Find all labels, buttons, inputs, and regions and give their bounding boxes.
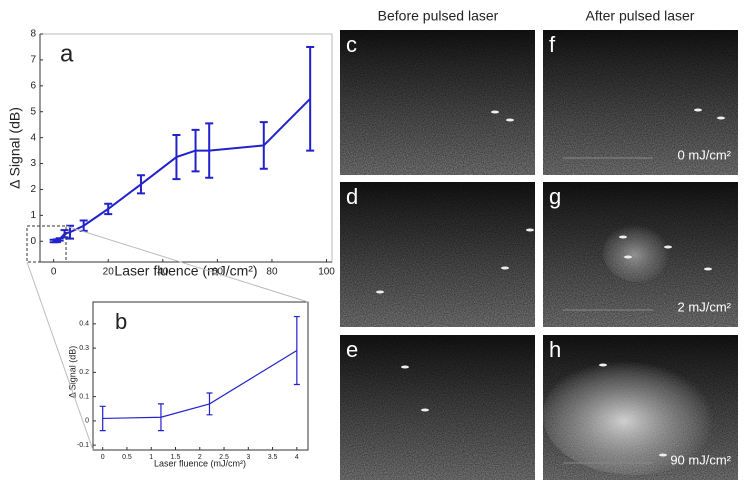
y-tick-label: 0.4 — [79, 321, 89, 328]
error-bar — [136, 174, 145, 195]
x-tick-label: 2 — [198, 454, 202, 461]
chart: 0 20 40 60 80 100 0 1 2 3 4 5 6 7 8 Laser fluence (mJ/c… — [7, 29, 336, 279]
y-tick-label: 1 — [30, 210, 36, 221]
x-tick-label: 0 — [51, 267, 57, 278]
x-tick-label: 3.5 — [268, 454, 278, 461]
y-axis-label: Δ Signal (dB) — [67, 346, 77, 399]
fluence-label: 2 mJ/cm² — [678, 299, 732, 314]
error-bar — [191, 128, 200, 173]
x-tick-label: 3 — [246, 454, 250, 461]
x-tick-label: 80 — [266, 267, 278, 278]
y-tick-label: 7 — [30, 55, 36, 66]
speckle — [624, 255, 632, 259]
y-tick-label: 0.1 — [79, 393, 89, 400]
data-line — [53, 98, 311, 243]
x-tick-label: 1 — [149, 454, 153, 461]
y-tick-label: 2 — [30, 184, 36, 195]
y-axis-label: Δ Signal (dB) — [7, 107, 23, 189]
speckle — [659, 453, 667, 457]
ultrasound-image: g 2 mJ/cm² — [543, 182, 738, 327]
speckle — [664, 245, 672, 249]
bubble-cloud — [603, 222, 673, 282]
image-shade — [340, 182, 535, 327]
ultrasound-image: d — [340, 182, 535, 327]
panel-label: g — [549, 184, 561, 209]
y-tick-label: 6 — [30, 80, 36, 91]
image-shade — [340, 30, 535, 175]
y-tick-label: -0.1 — [77, 442, 89, 449]
y-tick-label: 0 — [30, 236, 36, 247]
ultrasound-image: f 0 mJ/cm² — [543, 30, 738, 175]
panel-label: a — [60, 40, 74, 67]
bubble-cloud — [543, 355, 723, 475]
column-title: After pulsed laser — [586, 8, 695, 24]
speckle — [421, 408, 429, 412]
y-tick-label: 0.3 — [79, 345, 89, 352]
chart: 0 0.5 1 1.5 2 2.5 3 3.5 4 -0.1 0 0.1 0.2 0.3 0.4 Laser … — [67, 301, 309, 468]
ultrasound-image: e — [340, 335, 535, 480]
panel-label: h — [549, 337, 561, 362]
y-tick-label: 3 — [30, 158, 36, 169]
speckle — [694, 108, 702, 112]
error-bar — [259, 121, 268, 170]
speckle — [704, 267, 712, 271]
x-tick-label: 20 — [103, 267, 115, 278]
fluence-label: 0 mJ/cm² — [678, 147, 732, 162]
x-tick-label: 0.5 — [122, 454, 132, 461]
speckle — [619, 235, 627, 239]
x-axis-label: Laser fluence (mJ/cm²) — [154, 458, 246, 468]
x-tick-label: 1.5 — [171, 454, 181, 461]
speckle — [526, 228, 534, 232]
speckle — [506, 118, 514, 122]
panel-label: b — [115, 309, 127, 334]
image-shade — [543, 30, 738, 175]
y-tick-label: 8 — [30, 29, 36, 40]
error-bar — [60, 229, 69, 239]
error-bar — [99, 405, 106, 432]
speckle — [599, 363, 607, 367]
image-shade — [340, 335, 535, 480]
error-bar — [293, 315, 300, 386]
panel-label: c — [346, 32, 357, 57]
y-tick-label: 4 — [30, 132, 36, 143]
speckle — [717, 116, 725, 120]
zoom-connector — [65, 225, 309, 303]
zoom-connector — [26, 261, 94, 451]
error-bar — [306, 45, 315, 152]
speckle — [401, 365, 409, 369]
ultrasound-image: c — [340, 30, 535, 175]
x-tick-label: 40 — [157, 267, 169, 278]
y-tick-label: 5 — [30, 106, 36, 117]
error-bar — [206, 392, 213, 416]
y-tick-label: 0 — [85, 418, 89, 425]
x-tick-label: 100 — [318, 267, 335, 278]
y-tick-label: 0.2 — [79, 369, 89, 376]
panel-label: d — [346, 184, 358, 209]
speckle — [491, 110, 499, 114]
error-bar — [104, 202, 113, 216]
error-bar — [157, 403, 164, 432]
panel-label: f — [549, 32, 556, 57]
x-tick-label: 4 — [295, 454, 299, 461]
error-bar — [79, 219, 88, 232]
error-bar — [205, 122, 214, 179]
column-title: Before pulsed laser — [378, 8, 499, 24]
x-tick-label: 2.5 — [219, 454, 229, 461]
panel-label: e — [346, 337, 358, 362]
x-axis-label: Laser fluence (mJ/cm²) — [114, 263, 257, 279]
zoom-box — [26, 225, 67, 263]
error-bar — [172, 134, 181, 181]
x-tick-label: 60 — [212, 267, 224, 278]
fluence-label: 90 mJ/cm² — [670, 452, 731, 467]
x-tick-label: 0 — [101, 454, 105, 461]
ultrasound-image: h 90 mJ/cm² — [543, 335, 738, 480]
speckle — [376, 290, 384, 294]
speckle — [501, 266, 509, 270]
error-bar — [66, 224, 75, 240]
data-line — [102, 350, 298, 420]
